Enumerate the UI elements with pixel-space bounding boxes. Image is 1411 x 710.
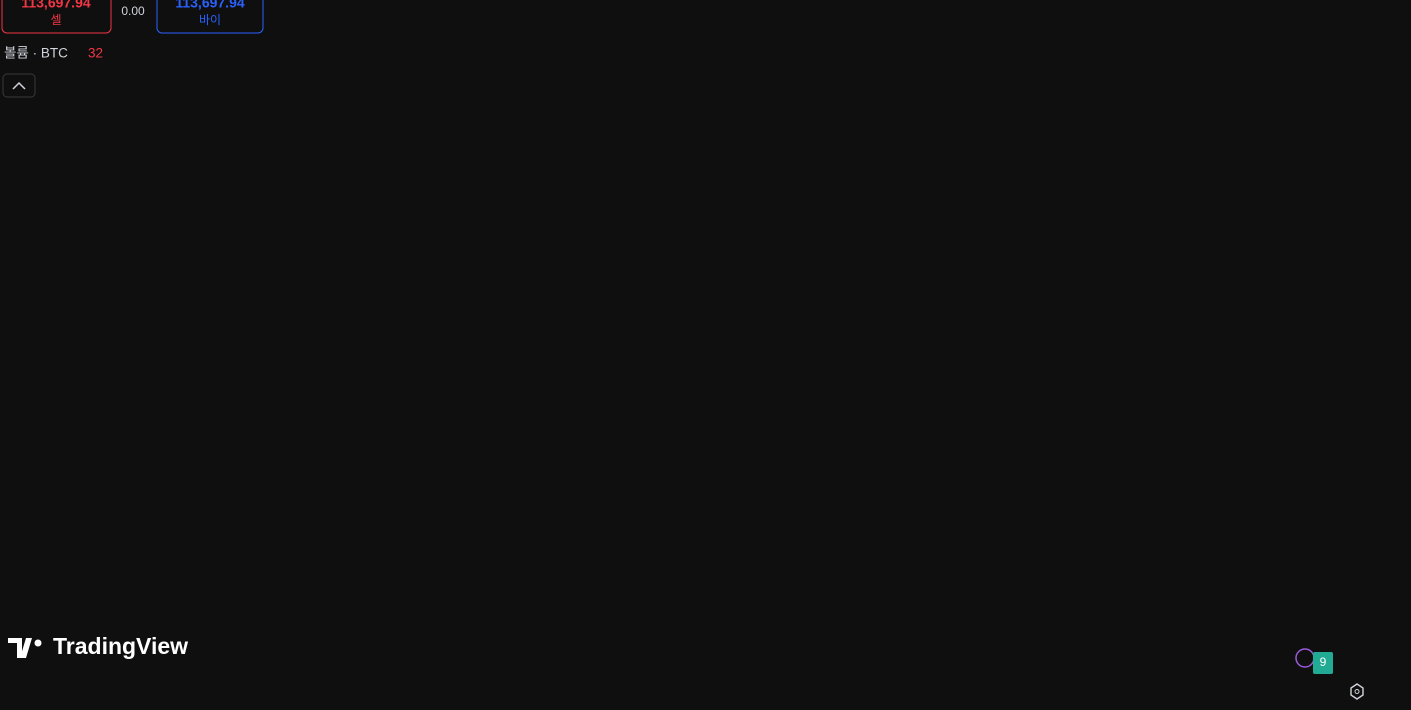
buy-button[interactable] <box>156 0 264 34</box>
sell-label: 셀 <box>50 13 61 27</box>
buy-price: 113,697.94 <box>175 0 245 11</box>
collapse-icon <box>12 81 26 90</box>
volume-legend: 볼륨 · BTC <box>4 46 68 61</box>
logo-text: TradingView <box>53 633 188 659</box>
spread: 0.00 <box>121 4 145 18</box>
sell-button[interactable] <box>1 0 112 34</box>
buy-label: 바이 <box>199 13 221 27</box>
ui: 113,697.94 셀 0.00 113,697.94 바이 볼륨 · BTC… <box>1 0 1364 700</box>
logo-dot <box>34 639 42 647</box>
logo: TradingView <box>8 633 188 659</box>
badge[interactable] <box>1313 652 1333 674</box>
logo-mark <box>8 638 32 658</box>
settings-icon-center <box>1354 689 1360 694</box>
badge-text: 9 <box>1320 655 1327 669</box>
settings-icon[interactable] <box>1350 683 1364 700</box>
volume-last: 32 <box>88 46 103 61</box>
badge-ring <box>1295 648 1315 668</box>
collapse-button[interactable] <box>2 73 36 98</box>
sell-price: 113,697.94 <box>21 0 91 11</box>
